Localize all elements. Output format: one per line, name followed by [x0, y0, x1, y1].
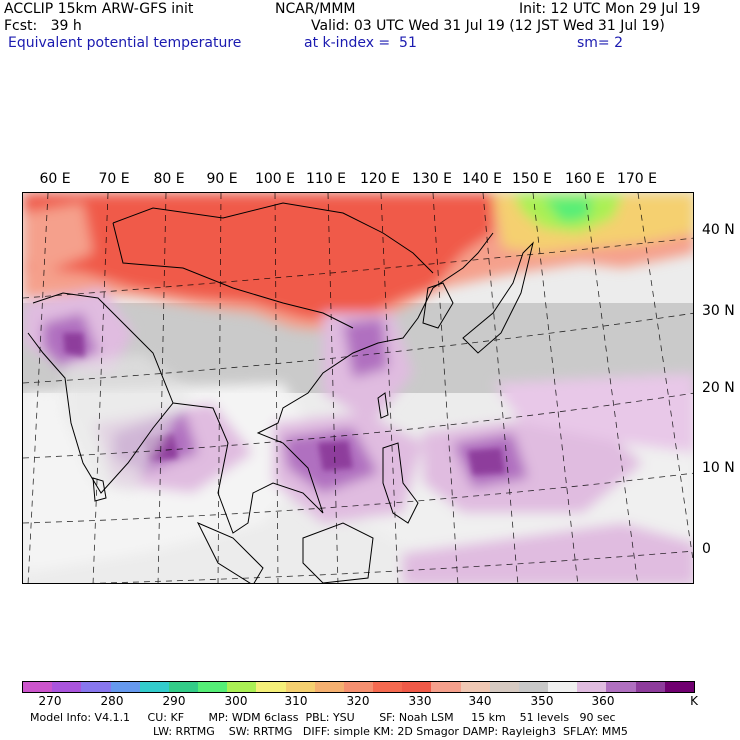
level-label: at k-index = 51	[304, 35, 417, 51]
colorbar-swatch	[373, 682, 403, 692]
colorbar-swatch	[635, 682, 665, 692]
colorbar-label: 290	[162, 694, 186, 708]
colorbar-label: 320	[346, 694, 370, 708]
forecast-hour: Fcst: 39 h	[4, 18, 82, 34]
colorbar-swatch	[518, 682, 549, 692]
colorbar-swatch	[577, 682, 607, 692]
colorbar-label: 340	[468, 694, 492, 708]
lat-label: 20 N	[702, 380, 735, 396]
colorbar-swatch	[81, 682, 111, 692]
colorbar-swatch	[548, 682, 578, 692]
model-info: Model Info: V4.1.1 CU: KF MP: WDM 6class…	[30, 711, 616, 724]
map-panel	[22, 192, 694, 584]
lat-label: 0	[702, 541, 711, 557]
lon-label: 110 E	[305, 171, 347, 187]
smoothing-label: sm= 2	[577, 35, 624, 51]
valid-time: Valid: 03 UTC Wed 31 Jul 19 (12 JST Wed …	[311, 18, 665, 34]
colorbar-swatch	[198, 682, 228, 692]
colorbar-swatch	[343, 682, 374, 692]
colorbar-swatch	[168, 682, 199, 692]
colorbar-label: 310	[284, 694, 308, 708]
colorbar-swatch	[285, 682, 315, 692]
colorbar-label: 270	[38, 694, 62, 708]
colorbar-label: 280	[100, 694, 124, 708]
physics-info: LW: RRTMG SW: RRTMG DIFF: simple KM: 2D …	[153, 725, 628, 738]
colorbar-swatch	[256, 682, 286, 692]
lon-label: 70 E	[98, 171, 130, 187]
lon-label: 80 E	[153, 171, 185, 187]
colorbar-swatch	[431, 682, 461, 692]
lon-label: 100 E	[254, 171, 296, 187]
lon-label: 150 E	[511, 171, 553, 187]
colorbar-label: 360	[591, 694, 615, 708]
colorbar-swatch	[314, 682, 344, 692]
colorbar-swatch	[606, 682, 636, 692]
init-time: Init: 12 UTC Mon 29 Jul 19	[519, 1, 701, 17]
colorbar-swatch	[52, 682, 82, 692]
lat-label: 40 N	[702, 222, 735, 238]
lat-label: 10 N	[702, 460, 735, 476]
colorbar-swatch	[227, 682, 257, 692]
lon-label: 60 E	[39, 171, 71, 187]
colorbar-swatch	[664, 682, 694, 692]
institution-label: NCAR/MMM	[275, 1, 356, 17]
lat-label: 30 N	[702, 303, 735, 319]
lon-label: 160 E	[564, 171, 606, 187]
colorbar-label: 300	[224, 694, 248, 708]
lon-label: 90 E	[206, 171, 238, 187]
colorbar-label: 350	[530, 694, 554, 708]
field-name: Equivalent potential temperature	[8, 35, 242, 51]
colorbar-swatch	[110, 682, 140, 692]
theta-e-field	[23, 193, 693, 583]
lon-label: 120 E	[359, 171, 401, 187]
model-title: ACCLIP 15km ARW-GFS init	[4, 1, 194, 17]
lon-label: 130 E	[411, 171, 453, 187]
colorbar-swatch	[23, 682, 53, 692]
colorbar	[22, 681, 695, 693]
colorbar-label: 330	[408, 694, 432, 708]
colorbar-swatch	[489, 682, 519, 692]
lon-label: 140 E	[461, 171, 503, 187]
colorbar-swatch	[139, 682, 169, 692]
colorbar-swatch	[460, 682, 490, 692]
colorbar-swatch	[402, 682, 432, 692]
colorbar-unit: K	[690, 694, 698, 708]
lon-label: 170 E	[616, 171, 658, 187]
